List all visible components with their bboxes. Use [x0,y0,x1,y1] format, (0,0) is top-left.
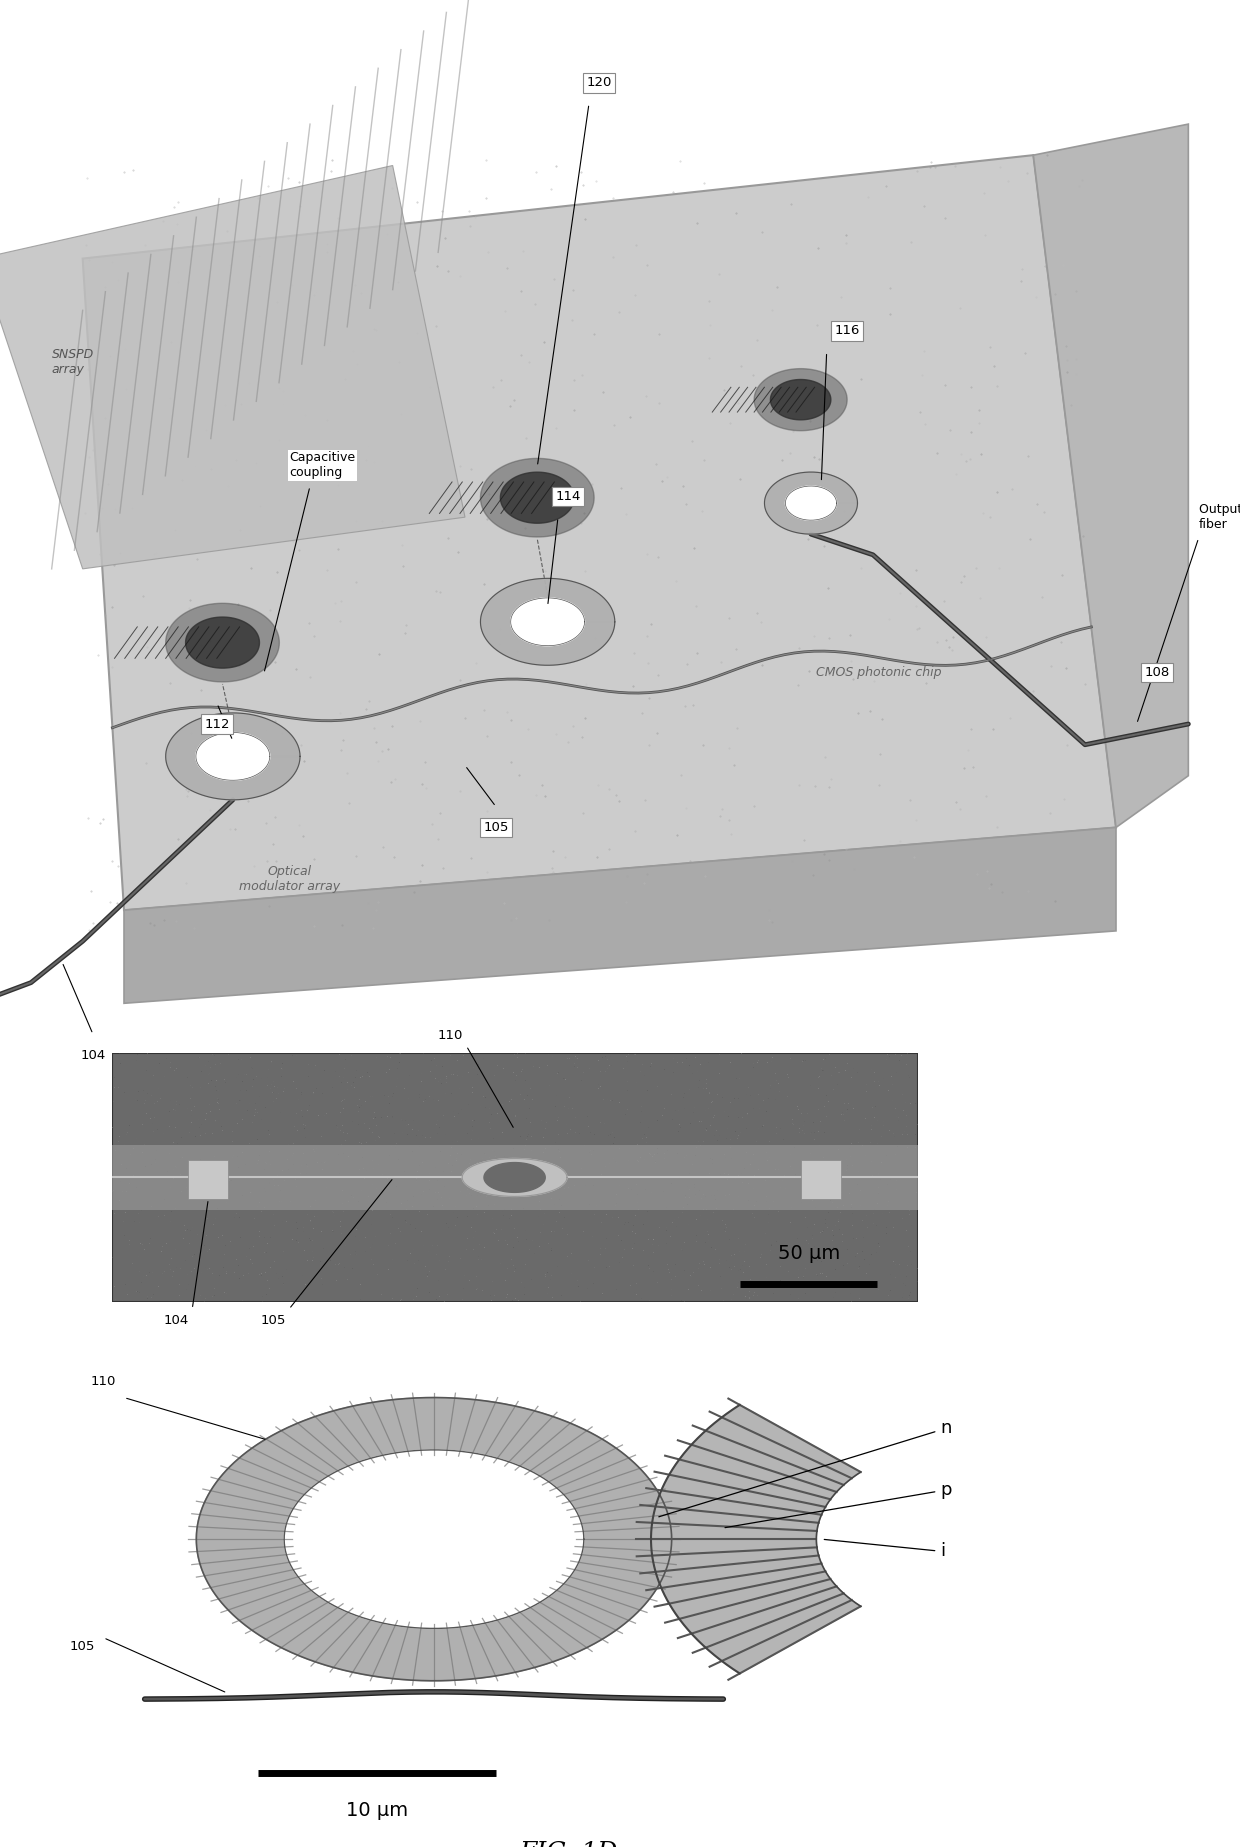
Text: 116: 116 [835,325,861,338]
Polygon shape [83,155,1116,911]
Text: i: i [825,1539,945,1561]
Polygon shape [463,1158,567,1197]
Text: 112: 112 [205,717,229,731]
Text: 10 μm: 10 μm [346,1801,408,1819]
Text: 114: 114 [556,489,582,502]
Text: 105: 105 [69,1640,95,1653]
Text: n: n [658,1418,952,1516]
Text: FIG. 1D: FIG. 1D [520,1841,618,1847]
Text: SNSPD
array: SNSPD array [52,347,94,377]
Text: p: p [725,1481,952,1527]
Text: Optical
modulator array: Optical modulator array [239,864,340,894]
Polygon shape [765,473,858,534]
Text: 110: 110 [438,1029,463,1042]
Text: 104: 104 [164,1313,188,1326]
Polygon shape [480,458,594,537]
Polygon shape [484,1162,546,1193]
Polygon shape [124,827,1116,1003]
Text: 120: 120 [587,76,613,89]
Polygon shape [0,166,465,569]
Polygon shape [186,617,259,669]
Polygon shape [511,598,584,646]
Polygon shape [1033,124,1188,827]
Text: 108: 108 [1145,665,1171,680]
Polygon shape [196,1398,672,1681]
Polygon shape [754,369,847,430]
Polygon shape [501,473,574,523]
Polygon shape [770,379,831,419]
Bar [801,1160,841,1199]
Text: 105: 105 [260,1313,285,1326]
Text: Output optical
fiber: Output optical fiber [1199,502,1240,532]
Text: FIG. 1C: FIG. 1C [520,1086,618,1108]
Polygon shape [196,733,270,779]
Polygon shape [651,1406,861,1673]
Polygon shape [480,578,615,665]
Text: 110: 110 [91,1376,117,1389]
Text: 104: 104 [81,1049,105,1062]
Bar [112,1145,918,1210]
Polygon shape [284,1450,584,1629]
Text: Capacitive
coupling: Capacitive coupling [289,451,356,480]
Text: 50 μm: 50 μm [777,1243,839,1263]
Bar [188,1160,228,1199]
Polygon shape [785,486,837,521]
Text: 105: 105 [484,820,508,835]
Polygon shape [166,604,279,682]
Polygon shape [166,713,300,800]
Text: CMOS photonic chip: CMOS photonic chip [816,665,941,680]
